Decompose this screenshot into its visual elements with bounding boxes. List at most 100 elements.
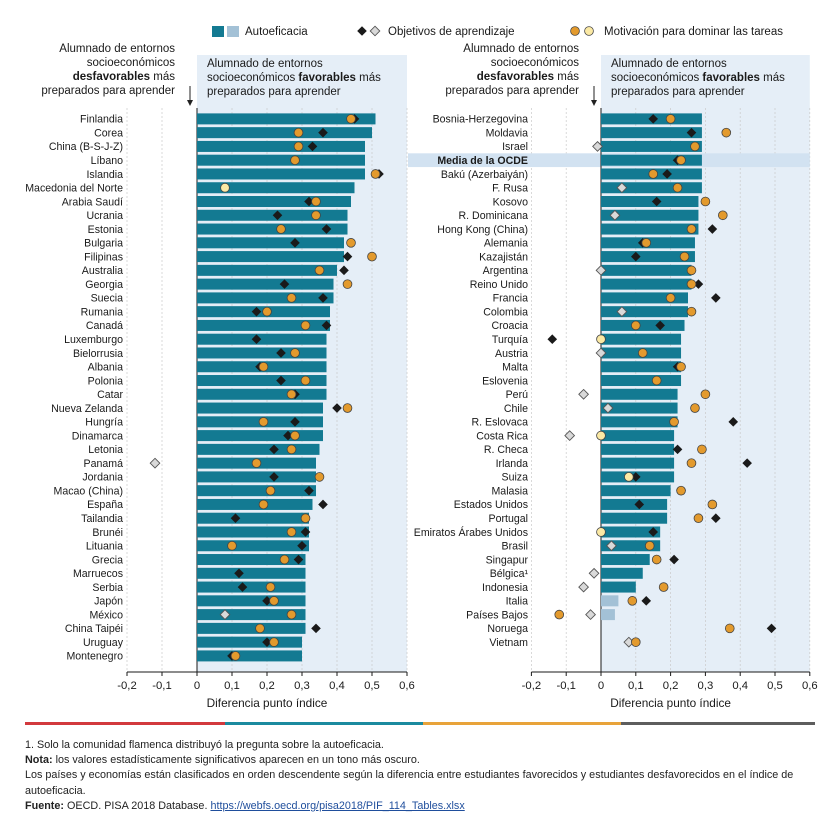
panel-1-motivation-point bbox=[300, 513, 311, 524]
panel-2-category-label: Irlanda bbox=[496, 458, 528, 470]
panel-2-motivation-point bbox=[686, 458, 697, 468]
panel-2-goal-point bbox=[595, 347, 607, 359]
panel-2-bar bbox=[601, 292, 688, 304]
panel-2-motivation-point bbox=[697, 444, 707, 455]
panel-1-x-tick-label: 0,5 bbox=[364, 680, 380, 692]
panel-2-category-label: Media de la OCDE bbox=[437, 155, 528, 167]
panel-2-motivation-point bbox=[690, 141, 700, 152]
panel-1-x-tick-label: 0,1 bbox=[224, 680, 240, 692]
panel-1-bar bbox=[197, 209, 348, 221]
panel-1-goal-point bbox=[307, 141, 318, 152]
panel-1-motivation-point bbox=[300, 375, 311, 386]
panel-2-category-label: Austria bbox=[495, 348, 528, 360]
legend-label-motivation: Motivación para dominar las tareas bbox=[604, 26, 783, 38]
panel-2-motivation-point bbox=[627, 596, 638, 606]
panel-2-motivation-point bbox=[554, 609, 565, 620]
panel-1-bar bbox=[197, 333, 327, 345]
panel-1-goal-point bbox=[311, 623, 321, 634]
panel-2-bar bbox=[601, 375, 682, 387]
panel-2-motivation-point bbox=[686, 224, 697, 234]
panel-1-motivation-point bbox=[300, 320, 311, 331]
panel-2-motivation-point bbox=[690, 403, 700, 413]
panel-2-goal-point bbox=[742, 458, 752, 468]
panel-2-motivation-point bbox=[700, 196, 711, 207]
panel-1-goal-point bbox=[304, 196, 314, 207]
panel-1-goal-point bbox=[262, 637, 272, 647]
panel-1-category-label: Japón bbox=[94, 596, 123, 608]
panel-2-category-label: Francia bbox=[493, 293, 528, 305]
panel-1-annotation-disadvantaged-line-3: desfavorables más bbox=[73, 71, 176, 83]
chart-canvas: Autoeficacia Objetivos de aprendizaje Moti… bbox=[25, 25, 818, 710]
panel-2-category-label: R. Dominicana bbox=[459, 210, 529, 222]
panel-1-bar bbox=[197, 622, 306, 634]
panel-2-goal-point bbox=[711, 513, 721, 524]
panel-2-category-label: F. Rusa bbox=[492, 183, 528, 195]
panel-2-motivation-point bbox=[686, 306, 697, 317]
panel-1-bar bbox=[197, 154, 365, 166]
panel-1-goal-point bbox=[251, 334, 262, 345]
panel-1-bar bbox=[197, 567, 306, 579]
panel-2-bar bbox=[601, 554, 650, 566]
panel-1-goal-point bbox=[300, 527, 311, 537]
panel-1-bar bbox=[197, 609, 306, 621]
panel-2-annotation-advantaged-line-1: Alumnado de entornos bbox=[611, 58, 727, 70]
panel-1-goal-point bbox=[283, 430, 293, 441]
panel-2-goal-point bbox=[672, 444, 683, 455]
panel-2-motivation-point bbox=[651, 375, 662, 386]
legend-diamond-dark bbox=[357, 26, 367, 36]
legend-swatch-light bbox=[227, 26, 239, 37]
panel-2-goal-point bbox=[766, 623, 777, 634]
panel-2-bar bbox=[601, 457, 675, 469]
panel-1-motivation-point bbox=[255, 623, 265, 634]
panel-1-goal-point bbox=[269, 444, 279, 455]
panel-2-motivation-point bbox=[717, 210, 728, 221]
nota-text: los valores estadísticamente significati… bbox=[52, 754, 420, 767]
panel-2-bar bbox=[601, 567, 643, 579]
panel-1-category-label: Filipinas bbox=[84, 251, 123, 263]
panel-2-motivation-point bbox=[596, 430, 606, 441]
panel-1-goal-point bbox=[251, 306, 262, 317]
panel-1-category-label: Letonia bbox=[88, 444, 123, 456]
panel-2-goal-point bbox=[609, 209, 621, 221]
panel-2-category-label: Alemania bbox=[484, 238, 528, 250]
panel-2-motivation-point bbox=[665, 114, 676, 124]
source-link[interactable]: https://webfs.oecd.org/pisa2018/PIF_114_… bbox=[210, 799, 465, 812]
panel-2-motivation-point bbox=[596, 527, 606, 537]
panel-1-category-label: Nueva Zelanda bbox=[51, 403, 123, 415]
footnote-nota: Nota: los valores estadísticamente signi… bbox=[25, 753, 815, 768]
panel-2-bar bbox=[601, 443, 675, 455]
panel-1-category-label: Macao (China) bbox=[54, 485, 123, 497]
panel-2-goal-point bbox=[655, 320, 665, 331]
panel-1-goal-point bbox=[293, 554, 304, 565]
panel-2-annotation-advantaged-line-2: socioeconómicos favorables más bbox=[611, 72, 785, 84]
panel-1-x-axis-title: Diferencia punto índice bbox=[207, 696, 328, 710]
panel-2-category-label: Bakú (Azerbaiyán) bbox=[441, 169, 528, 181]
panel-1-bar bbox=[197, 264, 337, 276]
panel-1-motivation-point bbox=[293, 127, 304, 138]
panel-2-category-label: Turquía bbox=[492, 334, 528, 346]
panel-1-bar bbox=[197, 278, 334, 290]
panel-2-bar bbox=[601, 223, 699, 235]
panel-1-annotation-disadvantaged-line-2: socioeconómicos bbox=[87, 57, 175, 69]
panel-2-motivation-point bbox=[644, 540, 655, 551]
panel-1-motivation-point bbox=[286, 389, 297, 400]
panel-1-category-label: México bbox=[89, 609, 123, 621]
panel-1-category-label: Brunéi bbox=[92, 527, 123, 539]
panel-2-x-tick-label: 0,1 bbox=[628, 680, 644, 692]
panel-2-motivation-point bbox=[686, 265, 697, 276]
panel-1-bar bbox=[197, 443, 320, 455]
footnotes: 1. Solo la comunidad flamenca distribuyó… bbox=[25, 738, 815, 814]
panel-1-motivation-point bbox=[290, 155, 300, 165]
panel-2-goal-point bbox=[641, 596, 652, 606]
panel-2-motivation-point bbox=[658, 582, 669, 592]
panel-2-bar bbox=[601, 140, 702, 152]
panel-1-bar bbox=[197, 140, 365, 152]
panel-1-category-label: Grecia bbox=[92, 554, 123, 566]
panel-2-category-label: Bosnia-Herzegovina bbox=[433, 114, 529, 126]
panel-2-bar bbox=[601, 196, 699, 208]
panel-1-x-tick-label: 0,4 bbox=[329, 680, 345, 692]
panel-2-category-label: Malasia bbox=[491, 485, 528, 497]
panel-1-motivation-point bbox=[276, 224, 286, 234]
panel-1-motivation-point bbox=[311, 210, 321, 221]
panel-1-category-label: Bielorrusia bbox=[73, 348, 123, 360]
